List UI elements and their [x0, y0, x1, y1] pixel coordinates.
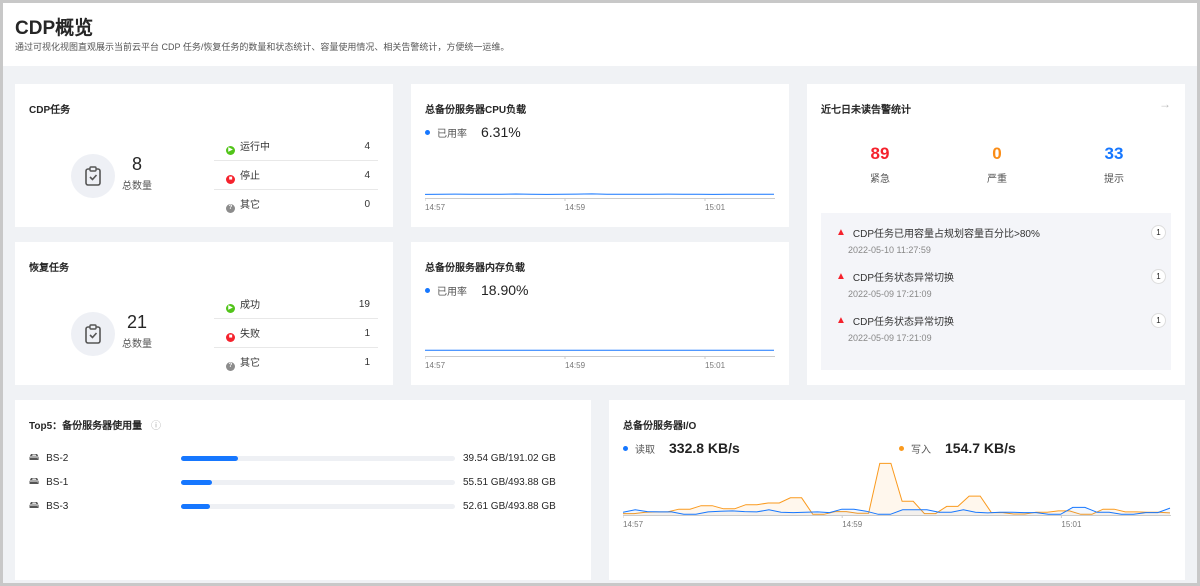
- stop-icon: ■: [226, 174, 235, 184]
- memory-legend: 已用率 18.90%: [425, 282, 528, 298]
- cdp-tasks-card: CDP任务 8 总数量 ▶ 运行中 4 ■ 停止 4 ? 其它 0: [15, 84, 393, 227]
- clipboard-check-icon: [71, 154, 115, 198]
- alerts-card: 近七日未读告警统计 → 89 紧急 0 严重 33 提示 ▲ CDP任务已用容量占规划容…: [807, 84, 1185, 385]
- card-title: 总备份服务器内存负载: [425, 263, 525, 274]
- status-other: ? 其它 0: [214, 190, 378, 219]
- page: CDP概览 通过可视化视图直观展示当前云平台 CDP 任务/恢复任务的数量和状态…: [3, 3, 1197, 583]
- alert-item[interactable]: ▲ CDP任务已用容量占规划容量百分比>80% 2022-05-10 11:27:5…: [836, 225, 1166, 255]
- warning-icon: ▲: [836, 315, 846, 326]
- server-icon: 🖴: [29, 475, 40, 487]
- count-badge: 1: [1151, 225, 1166, 240]
- usage-bar: [181, 455, 455, 461]
- usage-bar: [181, 479, 455, 485]
- cpu-load-card: 总备份服务器CPU负载 已用率 6.31% 14:57 14:59 15:01: [411, 84, 789, 227]
- status-stopped: ■ 停止 4: [214, 161, 378, 190]
- card-title: 近七日未读告警统计: [821, 105, 911, 116]
- play-icon: ▶: [226, 303, 235, 313]
- io-card: 总备份服务器I/O 读取 332.8 KB/s 写入 154.7 KB/s 14:5…: [609, 400, 1185, 580]
- usage-bar: [181, 503, 455, 509]
- question-icon: ?: [226, 362, 235, 371]
- stop-icon: ■: [226, 332, 235, 342]
- server-usage-row: 🖴 BS-1 55.51 GB/493.88 GB: [29, 474, 569, 490]
- card-title: 总备份服务器I/O: [623, 421, 697, 432]
- arrow-right-icon[interactable]: →: [1159, 97, 1171, 111]
- status-list: ▶ 运行中 4 ■ 停止 4 ? 其它 0: [214, 132, 378, 219]
- server-usage-row: 🖴 BS-3 52.61 GB/493.88 GB: [29, 498, 569, 514]
- x-tick-label: 14:59: [842, 520, 863, 529]
- play-icon: ▶: [226, 145, 235, 155]
- x-tick-label: 14:59: [565, 203, 586, 212]
- x-tick-label: 14:57: [425, 361, 446, 370]
- x-tick-label: 14:59: [565, 361, 586, 370]
- server-icon: 🖴: [29, 451, 40, 463]
- alert-count-urgent[interactable]: 89 紧急: [870, 144, 890, 185]
- server-usage-row: 🖴 BS-2 39.54 GB/191.02 GB: [29, 450, 569, 466]
- x-tick-label: 14:57: [623, 520, 644, 529]
- status-list: ▶ 成功 19 ■ 失败 1 ? 其它 1: [214, 290, 378, 377]
- cpu-legend: 已用率 6.31%: [425, 124, 521, 140]
- write-legend: 写入 154.7 KB/s: [899, 440, 1016, 456]
- x-tick-label: 14:57: [425, 203, 446, 212]
- memory-load-card: 总备份服务器内存负载 已用率 18.90% 14:57 14:59 15:01: [411, 242, 789, 385]
- alert-item[interactable]: ▲ CDP任务状态异常切换 2022-05-09 17:21:09 1: [836, 269, 1166, 299]
- x-tick-label: 15:01: [705, 203, 726, 212]
- memory-chart: 14:57 14:59 15:01: [425, 349, 775, 370]
- page-description: 通过可视化视图直观展示当前云平台 CDP 任务/恢复任务的数量和状态统计、容量使…: [15, 42, 510, 52]
- status-running: ▶ 运行中 4: [214, 132, 378, 161]
- alert-count-serious[interactable]: 0 严重: [987, 144, 1007, 185]
- warning-icon: ▲: [836, 271, 846, 282]
- x-tick-label: 15:01: [1061, 520, 1082, 529]
- cpu-chart: 14:57 14:59 15:01: [425, 193, 775, 212]
- x-tick-label: 15:01: [705, 361, 726, 370]
- page-header: CDP概览 通过可视化视图直观展示当前云平台 CDP 任务/恢复任务的数量和状态…: [3, 3, 1197, 66]
- series-area: [623, 463, 1170, 515]
- alert-list: ▲ CDP任务已用容量占规划容量百分比>80% 2022-05-10 11:27:5…: [821, 213, 1171, 370]
- alert-item[interactable]: ▲ CDP任务状态异常切换 2022-05-09 17:21:09 1: [836, 313, 1166, 343]
- alert-count-info[interactable]: 33 提示: [1104, 144, 1124, 185]
- read-legend: 读取 332.8 KB/s: [623, 440, 740, 456]
- card-title: CDP任务: [29, 105, 71, 116]
- status-other: ? 其它 1: [214, 348, 378, 377]
- status-success: ▶ 成功 19: [214, 290, 378, 319]
- clipboard-check-icon: [71, 312, 115, 356]
- total-count: 8 总数量: [122, 154, 152, 192]
- series-line: [623, 506, 1171, 515]
- count-badge: 1: [1151, 269, 1166, 284]
- info-icon[interactable]: ⓘ: [150, 421, 161, 432]
- series-line: [623, 462, 1171, 515]
- server-icon: 🖴: [29, 499, 40, 511]
- card-title: Top5：备份服务器使用量 ⓘ: [29, 421, 161, 432]
- io-chart: 14:57 14:59 15:01: [623, 462, 1171, 529]
- page-title: CDP概览: [15, 18, 94, 39]
- status-failed: ■ 失败 1: [214, 319, 378, 348]
- series-line: [425, 193, 774, 195]
- total-count: 21 总数量: [122, 312, 152, 350]
- recovery-tasks-card: 恢复任务 21 总数量 ▶ 成功 19 ■ 失败 1 ? 其它 1: [15, 242, 393, 385]
- count-badge: 1: [1151, 313, 1166, 328]
- card-title: 恢复任务: [29, 263, 69, 274]
- top5-usage-card: Top5：备份服务器使用量 ⓘ 🖴 BS-2 39.54 GB/191.02 GB 🖴…: [15, 400, 591, 580]
- card-title: 总备份服务器CPU负载: [425, 105, 527, 116]
- warning-icon: ▲: [836, 227, 846, 238]
- question-icon: ?: [226, 204, 235, 213]
